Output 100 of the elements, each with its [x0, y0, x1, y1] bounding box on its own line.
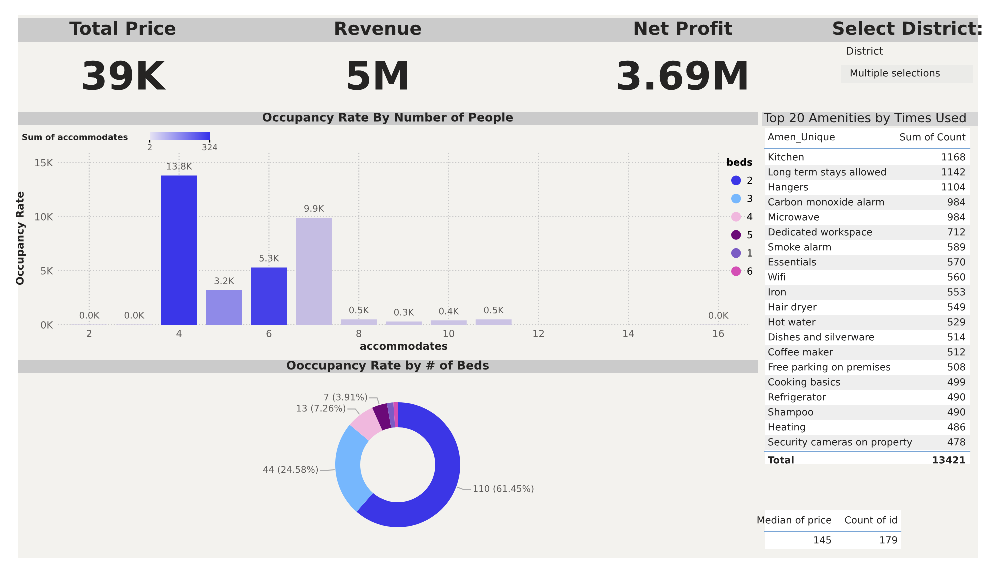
- category-label: Kitchen: [768, 153, 804, 161]
- x-tick-label: 12: [534, 330, 544, 338]
- data-label: 499: [948, 378, 966, 386]
- category-label: Iron: [768, 288, 786, 296]
- y-tick-label: 10K: [35, 213, 54, 221]
- bar: [476, 320, 512, 325]
- data-label: 0.0K: [709, 312, 729, 319]
- chart-title: Occupancy Rate By Number of People: [262, 112, 514, 124]
- category-label: Long term stays allowed: [768, 168, 886, 178]
- donut-slice: [372, 403, 392, 431]
- color-bar-title: Sum of accommodates: [22, 134, 128, 140]
- text: Ooccupancy Rate by # of Beds: [287, 360, 489, 372]
- x-tick-label: 10: [444, 330, 454, 338]
- data-label: 44 (24.58%): [263, 466, 318, 474]
- y-tick-label: 5K: [41, 268, 54, 275]
- data-label: 486: [948, 423, 966, 431]
- data-label: 553: [948, 288, 966, 296]
- legend-label: 5: [748, 231, 752, 239]
- y-tick-label: 0K: [41, 321, 54, 329]
- text: Total Price: [70, 21, 176, 36]
- data-label: 514: [948, 334, 966, 341]
- category-label: Shampoo: [768, 408, 814, 418]
- y-tick-label: 15K: [35, 159, 54, 167]
- category-label: Dishes and silverware: [768, 333, 874, 341]
- category-label: Microwave: [768, 213, 820, 221]
- bar: [251, 268, 288, 325]
- category-label: Security cameras on property: [768, 438, 912, 448]
- x-tick-label: 8: [356, 330, 362, 338]
- data-label: 3.2K: [214, 278, 235, 284]
- data-label: 589: [948, 243, 966, 251]
- data-label: 478: [948, 438, 966, 446]
- data-label: 0.0K: [80, 312, 100, 319]
- x-tick-label: 6: [266, 330, 272, 338]
- category-label: Hangers: [768, 184, 808, 193]
- bar: [341, 320, 378, 325]
- data-label: 984: [948, 213, 966, 221]
- donut-slice: [336, 425, 374, 512]
- legend-label: 2: [748, 176, 752, 184]
- text: Revenue: [336, 22, 422, 36]
- bar: [206, 290, 242, 325]
- data-label: 984: [948, 198, 966, 206]
- data-label: 529: [948, 318, 966, 326]
- data-label: 1142: [942, 168, 966, 176]
- category-label: Dedicated workspace: [768, 228, 872, 238]
- data-label: 0.5K: [350, 306, 370, 314]
- data-label: 13 (7.26%): [297, 404, 346, 413]
- category-label: Coffee maker: [768, 348, 834, 356]
- category-label: Smoke alarm: [768, 243, 832, 251]
- donut-slice: [387, 402, 396, 428]
- data-label: 570: [948, 258, 966, 266]
- text: 39K: [83, 60, 166, 90]
- legend-title: beds: [727, 158, 752, 166]
- color-bar-label: 2: [148, 144, 152, 150]
- text: Sum of Count: [900, 133, 966, 141]
- category-label: Essentials: [768, 258, 816, 266]
- data-label: 179: [880, 536, 898, 544]
- legend-label: 1: [748, 250, 752, 257]
- category-label: Free parking on premises: [768, 363, 891, 373]
- bar: [430, 320, 467, 325]
- text: Net Profit: [634, 21, 732, 36]
- x-tick-label: 2: [87, 330, 92, 338]
- data-label: 9.9K: [304, 205, 324, 212]
- category-label: Wifi: [768, 273, 786, 281]
- legend-label: 4: [747, 213, 753, 220]
- data-label: 145: [814, 536, 832, 544]
- text: Total: [768, 456, 794, 464]
- text: 5M: [348, 61, 408, 90]
- bar: [386, 322, 422, 325]
- bar: [296, 218, 332, 325]
- category-label: Heating: [768, 423, 806, 433]
- data-label: 5.3K: [260, 254, 280, 262]
- data-label: 549: [948, 303, 966, 311]
- data-label: 560: [948, 273, 966, 281]
- x-tick-label: 4: [176, 330, 182, 338]
- category-label: Hair dryer: [768, 303, 817, 313]
- category-label: Count of id: [845, 516, 898, 524]
- data-label: 1104: [942, 183, 966, 191]
- legend-label: 3: [748, 195, 752, 202]
- text: Amen_Unique: [768, 133, 835, 143]
- donut-slice: [394, 402, 398, 428]
- data-label: 490: [948, 393, 966, 401]
- data-label: 13.8K: [167, 163, 193, 170]
- text: Multiple selections: [850, 69, 940, 79]
- text: Top 20 Amenities by Times Used: [764, 112, 966, 126]
- donut-slice: [350, 408, 383, 442]
- category-label: Refrigerator: [768, 393, 826, 403]
- text: District: [847, 46, 884, 56]
- category-label: Cooking basics: [768, 378, 840, 388]
- data-label: 512: [948, 348, 966, 356]
- donut-slice: [356, 402, 460, 528]
- text: 3.69M: [618, 60, 747, 90]
- x-tick-label: 14: [624, 330, 634, 338]
- data-label: 0.4K: [439, 308, 460, 315]
- color-bar-label: 324: [202, 144, 218, 151]
- y-axis-title: Occupancy Rate: [16, 192, 26, 286]
- text: 13421: [933, 456, 966, 464]
- category-label: Median of price: [758, 516, 832, 526]
- data-label: 0.5K: [484, 306, 504, 314]
- legend-label: 6: [748, 268, 753, 275]
- data-label: 0.3K: [394, 309, 414, 316]
